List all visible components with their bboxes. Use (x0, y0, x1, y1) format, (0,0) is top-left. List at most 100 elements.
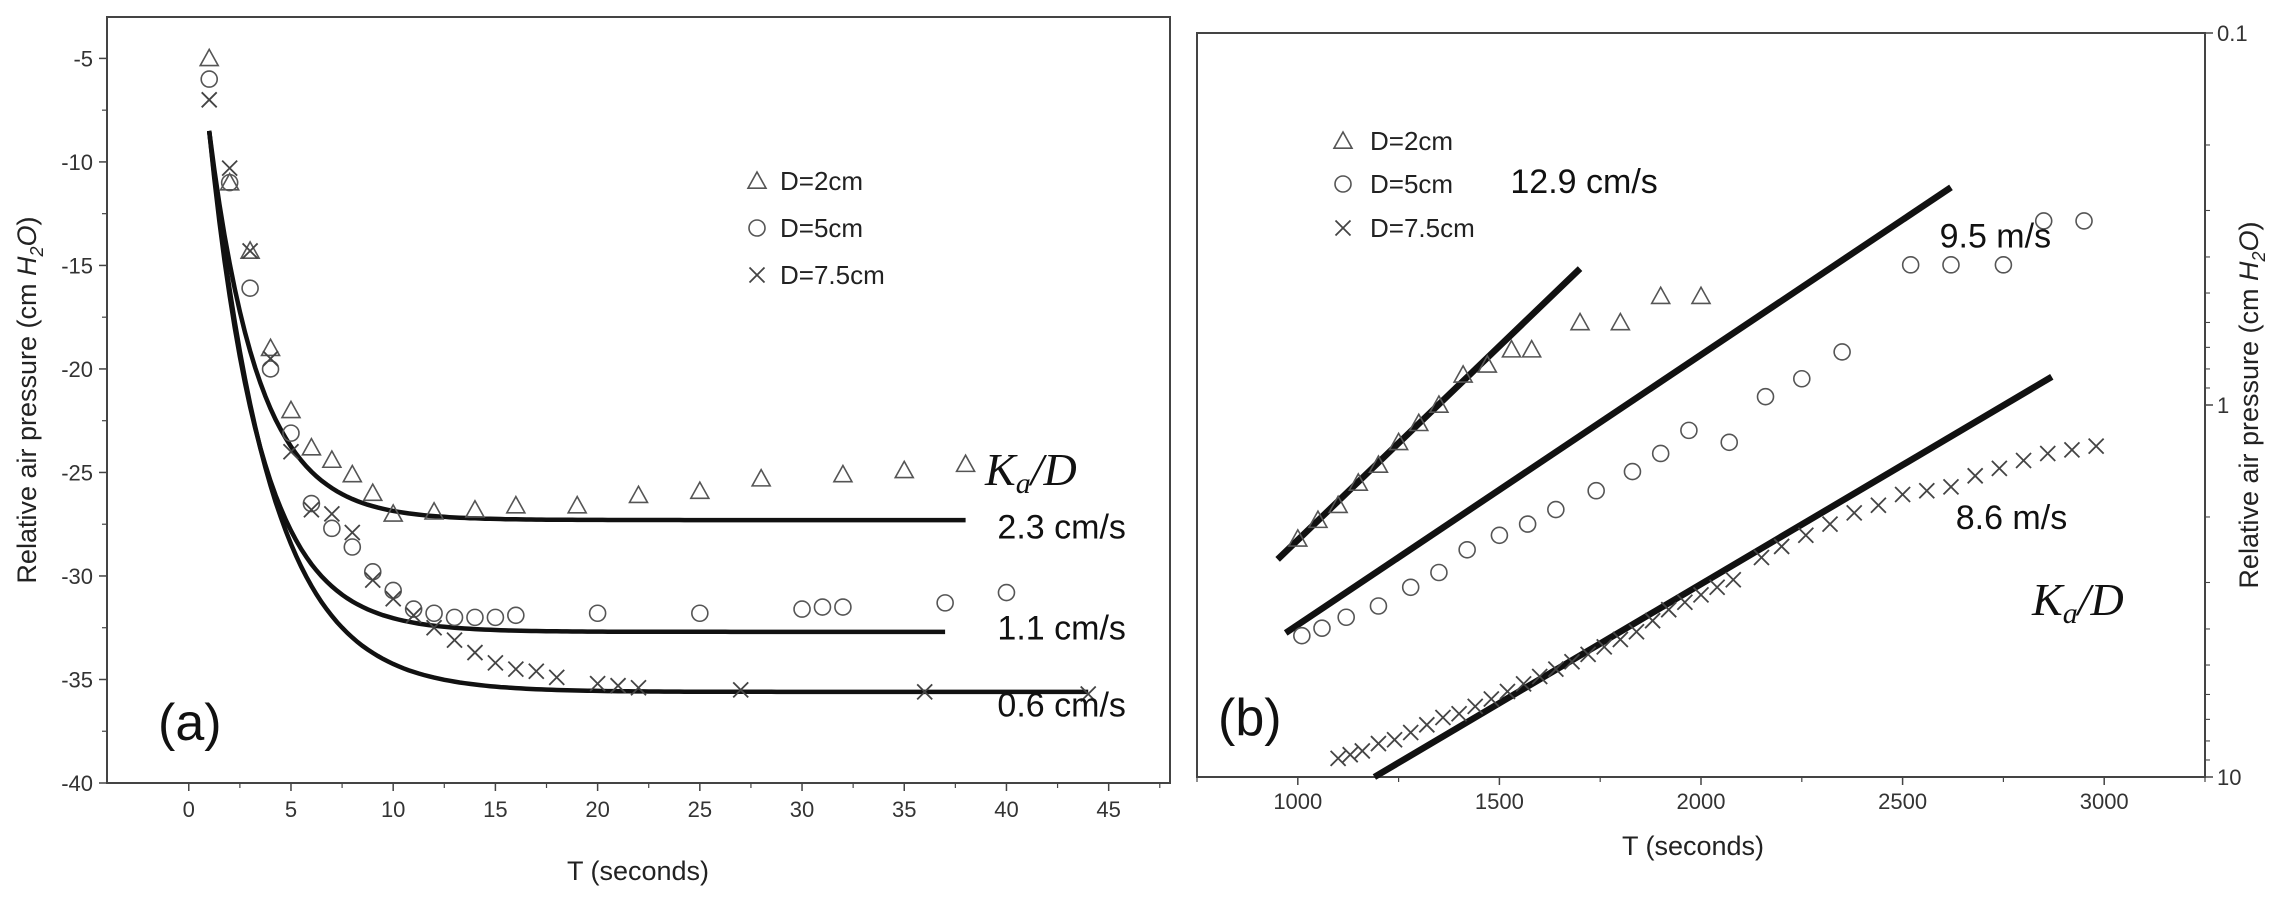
data-point-b-circle-15 (1756, 387, 1775, 406)
panel-label-a: (a) (158, 694, 222, 752)
data-point-a-circle-13 (466, 608, 484, 627)
data-point-a-cross-12 (446, 632, 463, 649)
data-point-b-cross-0-stroke-2 (1329, 750, 1347, 767)
ka-a-main: K (984, 444, 1018, 495)
fit-lines-b (1275, 184, 2054, 780)
fit-rate-a-2: 1.1 cm/s (997, 610, 1125, 648)
data-point-b-triangle-9 (1476, 354, 1498, 373)
data-point-b-cross-0 (1329, 750, 1347, 767)
ka-a-sub: a (1016, 467, 1031, 500)
plot-frame-a (106, 16, 1171, 784)
x-tick-label-a-9: 45 (1096, 797, 1120, 822)
data-point-b-cross-29 (1821, 515, 1839, 533)
data-point-a-triangle-12 (505, 494, 527, 514)
data-point-a-cross-14 (487, 654, 504, 672)
x-tick-label-a-1: 5 (285, 797, 297, 822)
data-point-b-cross-31-stroke-2 (1870, 497, 1887, 514)
data-point-a-cross-8-stroke-2 (364, 571, 381, 589)
data-point-a-triangle-2 (239, 240, 261, 259)
legend-b: D=2cm D=5cm D=7.5cm (1332, 126, 1475, 243)
fit-lines-a (206, 130, 1089, 695)
data-point-a-triangle-9 (382, 503, 404, 522)
data-point-b-cross-25-stroke-2 (1725, 571, 1742, 588)
x-axis-title-a: T (seconds) (567, 856, 709, 886)
data-point-a-circle-9 (384, 581, 402, 600)
data-point-a-triangle-16 (750, 468, 772, 487)
y-tick-label-b-2: 10 (2217, 765, 2241, 790)
data-point-b-cross-6 (1418, 716, 1435, 733)
data-point-b-cross-18 (1612, 631, 1629, 648)
data-point-b-circle-22 (2075, 212, 2093, 230)
data-point-b-cross-7-stroke-2 (1434, 709, 1452, 726)
data-point-a-cross-14-stroke-2 (487, 654, 504, 672)
data-point-a-circle-8 (363, 563, 382, 581)
data-point-b-triangle-5 (1388, 431, 1409, 451)
y-axis-title-a-h: H (12, 256, 42, 276)
fit-rate-b-1: 12.9 cm/s (1510, 163, 1657, 201)
data-point-b-cross-8-stroke-2 (1450, 705, 1468, 722)
y-axis-title-b-prefix: Relative air pressure (cm (2234, 281, 2264, 589)
data-point-b-triangle-12 (1569, 311, 1591, 331)
data-point-b-circle-18 (1901, 256, 1920, 274)
y-tick-label-b-0: 0.1 (2217, 21, 2248, 46)
data-point-b-cross-29-stroke-2 (1821, 515, 1839, 533)
data-point-b-cross-30-stroke-2 (1846, 504, 1863, 522)
data-point-b-cross-23 (1692, 586, 1710, 604)
data-point-a-cross-18-stroke-2 (589, 675, 606, 692)
data-point-b-cross-27 (1773, 538, 1790, 555)
data-point-a-cross-15-stroke-2 (507, 660, 524, 678)
data-point-a-cross-22-stroke-2 (916, 683, 933, 701)
data-point-b-circle-1 (1313, 619, 1331, 637)
y-tick-label-a-2: -30 (61, 564, 93, 589)
data-point-b-cross-4 (1386, 731, 1403, 748)
data-point-a-circle-6 (323, 519, 341, 538)
data-point-b-triangle-14 (1650, 285, 1672, 305)
fit-line-b-2 (1283, 184, 1953, 636)
data-point-b-triangle-7 (1428, 394, 1450, 414)
data-point-a-cross-19 (609, 677, 627, 694)
data-point-b-cross-27-stroke-2 (1773, 538, 1790, 555)
data-point-b-triangle-0 (1287, 528, 1309, 547)
data-point-b-circle-20 (1994, 256, 2013, 274)
data-point-b-circle-5 (1430, 563, 1448, 582)
data-point-b-cross-9-stroke-2 (1467, 698, 1484, 715)
data-point-a-circle-19 (813, 598, 832, 616)
data-point-a-cross-23-stroke-2 (1080, 685, 1097, 703)
data-point-a-cross-19-stroke-2 (609, 677, 627, 694)
y-axis-title-b-o: O (2234, 230, 2264, 251)
data-point-b-circle-9 (1547, 500, 1565, 519)
data-point-b-cross-17 (1596, 638, 1613, 656)
data-point-b-cross-5 (1402, 724, 1419, 741)
data-point-b-cross-13-stroke-2 (1531, 668, 1548, 685)
data-point-b-cross-35-stroke-2 (1967, 467, 1984, 484)
data-point-a-cross-17 (548, 669, 565, 686)
data-point-a-cross-10-stroke-2 (405, 607, 422, 624)
data-point-b-cross-6-stroke-2 (1418, 716, 1435, 733)
data-point-a-circle-16 (588, 604, 607, 623)
data-point-b-cross-26-stroke-2 (1753, 549, 1770, 566)
data-point-b-circle-12 (1651, 444, 1670, 463)
x-tick-label-a-7: 35 (892, 797, 916, 822)
data-point-a-cross-6 (323, 505, 341, 523)
data-point-b-circle-2 (1337, 608, 1355, 627)
data-point-b-triangle-4 (1368, 454, 1389, 474)
data-point-a-cross-1-stroke-2 (221, 159, 238, 177)
data-point-b-cross-15 (1563, 653, 1581, 670)
x-tick-label-b-2: 2000 (1677, 789, 1726, 814)
data-point-b-cross-22-stroke-2 (1676, 594, 1694, 611)
data-point-a-circle-7 (343, 538, 362, 556)
data-point-a-cross-22 (916, 683, 933, 701)
fit-line-b-3 (1372, 374, 2054, 780)
y-tick-label-a-7: -5 (73, 46, 93, 71)
x-tick-label-b-0: 1000 (1273, 789, 1322, 814)
data-point-b-triangle-2 (1327, 494, 1349, 514)
fit-rate-b-2: 9.5 m/s (1940, 217, 2051, 255)
y-axis-title-b-sub: 2 (2249, 251, 2269, 262)
legend-b-triangle-icon (1332, 130, 1354, 149)
data-point-a-cross-0-stroke-2 (201, 91, 218, 108)
data-point-a-circle-18 (793, 600, 811, 618)
data-point-b-cross-20-stroke-2 (1644, 612, 1661, 629)
data-point-b-triangle-15 (1690, 285, 1712, 305)
legend-b-label-1: D=2cm (1370, 126, 1453, 156)
data-point-b-circle-7 (1490, 526, 1509, 545)
